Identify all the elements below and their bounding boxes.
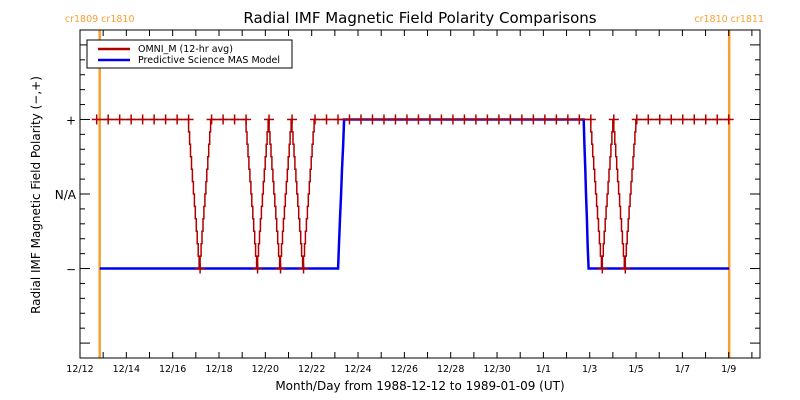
series-line-omni [96, 118, 729, 270]
x-tick-label: 12/16 [159, 364, 186, 375]
x-tick-label: 1/1 [536, 364, 551, 375]
y-tick-label: + [66, 113, 76, 127]
x-tick-label: 1/5 [628, 364, 643, 375]
x-tick-label: 12/30 [483, 364, 510, 375]
chart-title: Radial IMF Magnetic Field Polarity Compa… [243, 9, 596, 27]
y-tick-label: − [66, 263, 76, 277]
y-tick-label: N/A [55, 188, 77, 202]
carrington-label: cr1810 cr1811 [694, 14, 764, 25]
x-tick-label: 12/14 [113, 364, 140, 375]
x-tick-label: 12/22 [298, 364, 325, 375]
legend-label-omni: OMNI_M (12-hr avg) [138, 44, 233, 55]
x-tick-label: 1/3 [582, 364, 597, 375]
y-axis-label: Radial IMF Magnetic Field Polarity (−,+) [29, 76, 43, 314]
x-tick-label: 12/26 [391, 364, 418, 375]
y-ticks: + N/A − [55, 29, 760, 359]
x-tick-label: 12/12 [66, 364, 93, 375]
x-tick-label: 12/20 [252, 364, 279, 375]
series-layer [91, 114, 734, 274]
x-tick-label: 12/18 [205, 364, 232, 375]
plot-frame [79, 29, 761, 359]
carrington-boundaries: cr1809 cr1810 cr1810 cr1811 [65, 14, 764, 358]
x-tick-label: 1/9 [721, 364, 736, 375]
x-tick-label: 12/24 [344, 364, 371, 375]
x-ticks: 12/12 12/14 12/16 12/18 12/20 12/22 12/24 12/26… [66, 30, 753, 375]
legend: OMNI_M (12-hr avg) Predictive Science MA… [86, 39, 293, 69]
legend-label-mas: Predictive Science MAS Model [138, 55, 280, 66]
x-axis-label: Month/Day from 1988-12-12 to 1989-01-09 … [275, 379, 564, 393]
legend-box [86, 39, 293, 69]
carrington-label: cr1809 cr1810 [65, 14, 135, 25]
x-tick-label: 12/28 [437, 364, 464, 375]
x-tick-label: 1/7 [675, 364, 690, 375]
